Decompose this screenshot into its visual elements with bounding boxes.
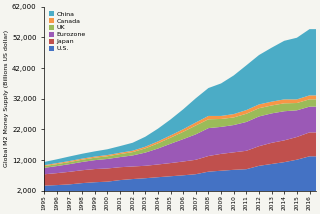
Legend: China, Canada, UK, Eurozone, Japan, U.S.: China, Canada, UK, Eurozone, Japan, U.S. <box>47 10 87 53</box>
Y-axis label: Global M2 Money Supply (Billions US dollar): Global M2 Money Supply (Billions US doll… <box>4 30 9 167</box>
